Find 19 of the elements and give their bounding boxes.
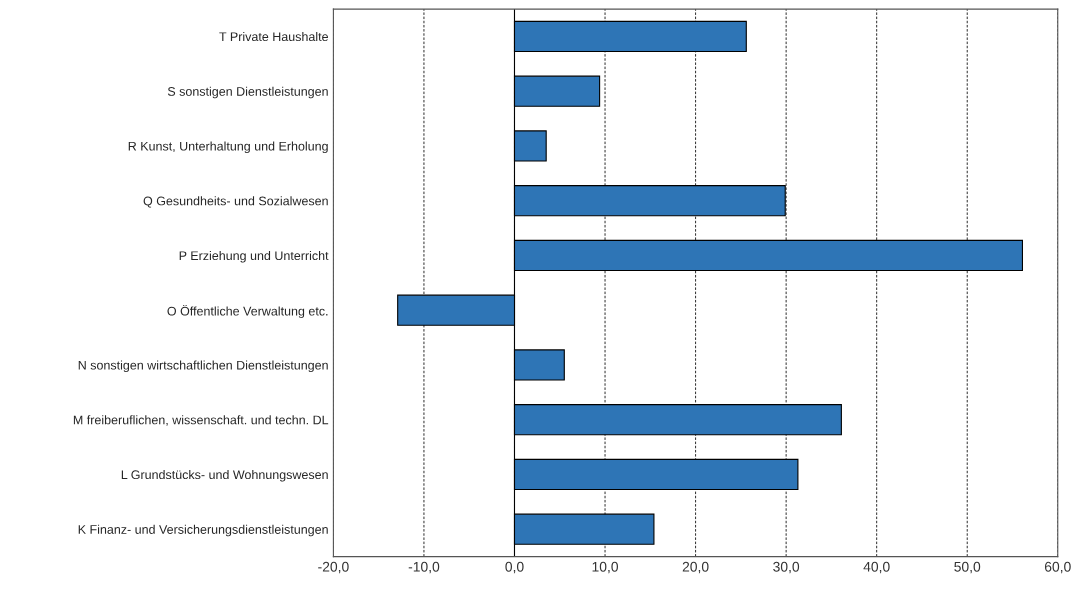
y-tick-label: Q Gesundheits- und Sozialwesen xyxy=(143,196,328,208)
y-tick-label: P Erziehung und Unterricht xyxy=(179,250,329,263)
y-tick-label: R Kunst, Unterhaltung und Erholung xyxy=(128,141,328,154)
x-tick-label: 30,0 xyxy=(773,561,800,574)
x-tick-label: 0,0 xyxy=(505,561,524,574)
x-tick-label: 10,0 xyxy=(592,561,619,574)
y-tick-label: N sonstigen wirtschaftlichen Dienstleistungen xyxy=(78,360,328,373)
y-tick-label: S sonstigen Dienstleistungen xyxy=(167,86,328,99)
y-tick-label: T Private Haushalte xyxy=(219,31,328,42)
x-tick-label: -20,0 xyxy=(318,561,349,574)
x-tick-label: 50,0 xyxy=(954,561,981,574)
y-tick-label: K Finanz- und Versicherungsdienstleistungen xyxy=(78,524,328,537)
x-tick-label: 20,0 xyxy=(682,561,709,574)
x-tick-label: 60,0 xyxy=(1044,561,1071,574)
y-tick-label: M freiberuflichen, wissenschaft. und techn. DL xyxy=(73,415,329,426)
x-tick-label: 40,0 xyxy=(863,561,890,574)
y-tick-label: L Grundstücks- und Wohnungswesen xyxy=(121,469,328,482)
x-tick-label: -10,0 xyxy=(408,561,440,574)
y-tick-label: O Öffentliche Verwaltung etc. xyxy=(167,304,328,319)
